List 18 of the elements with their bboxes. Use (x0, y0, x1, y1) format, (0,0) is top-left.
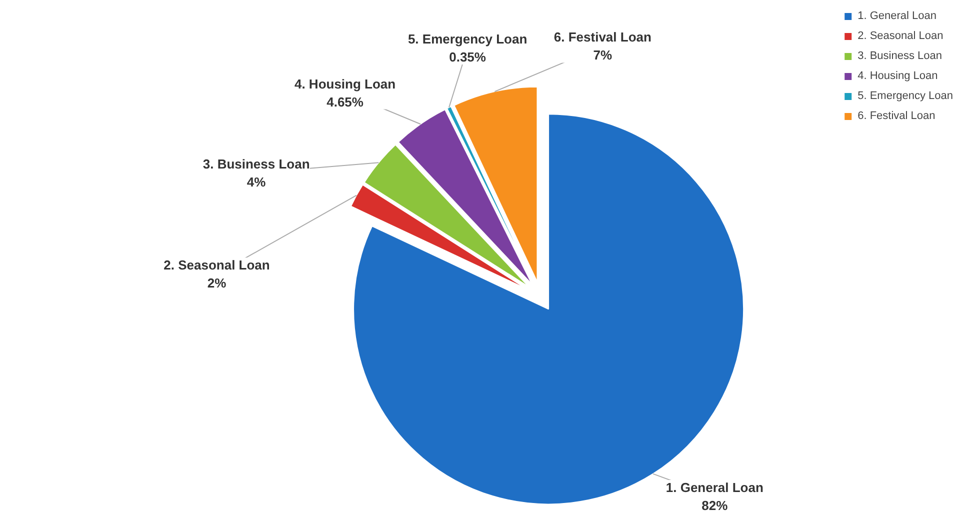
legend-label: 6. Festival Loan (858, 110, 936, 122)
data-label: 4% (246, 174, 266, 190)
data-label: 7% (593, 48, 613, 63)
slice-label: 4. Housing Loan (294, 76, 396, 92)
data-label: 82% (702, 498, 728, 513)
legend-label: 2. Seasonal Loan (858, 30, 944, 42)
data-label: 4.65% (326, 94, 364, 110)
legend-label: 1. General Loan (858, 10, 936, 22)
slice-label: 2. Seasonal Loan (164, 258, 270, 273)
data-label: 2% (207, 276, 227, 291)
slice-label: 6. Festival Loan (554, 30, 652, 45)
slice-label: 3. Business Loan (202, 156, 310, 172)
legend-label: 3. Business Loan (858, 50, 942, 62)
legend-label: 5. Emergency Loan (858, 90, 953, 102)
slice-label: 5. Emergency Loan (408, 32, 528, 47)
data-label: 0.35% (449, 50, 486, 65)
legend-label: 4. Housing Loan (858, 70, 938, 82)
slice-label: 1. General Loan (666, 480, 764, 495)
